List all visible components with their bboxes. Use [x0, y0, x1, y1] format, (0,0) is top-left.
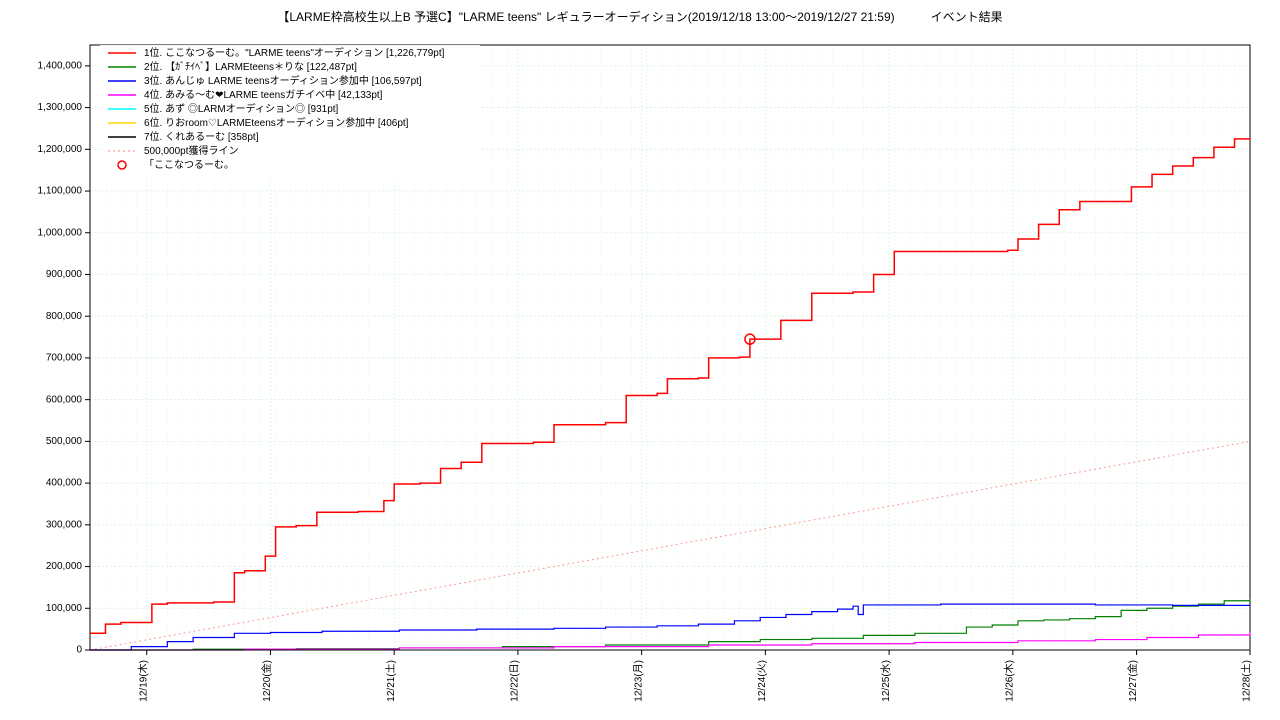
- svg-text:300,000: 300,000: [46, 519, 83, 530]
- svg-text:500,000pt獲得ライン: 500,000pt獲得ライン: [144, 144, 239, 157]
- svg-text:12/23(月): 12/23(月): [632, 660, 644, 702]
- svg-text:200,000: 200,000: [46, 561, 83, 572]
- svg-text:4位. あみる〜む❤LARME teensガチイベ中 [42: 4位. あみる〜む❤LARME teensガチイベ中 [42,133pt]: [144, 88, 383, 101]
- svg-text:1,000,000: 1,000,000: [38, 227, 83, 238]
- svg-text:12/22(日): 12/22(日): [510, 660, 521, 702]
- svg-text:1,300,000: 1,300,000: [38, 102, 83, 113]
- svg-text:12/24(火): 12/24(火): [756, 660, 768, 702]
- svg-text:12/19(木): 12/19(木): [137, 660, 149, 702]
- svg-text:「ここなつるーむ。: 「ここなつるーむ。: [144, 159, 234, 171]
- svg-text:700,000: 700,000: [46, 353, 83, 364]
- svg-text:12/27(金): 12/27(金): [1126, 660, 1139, 702]
- svg-text:0: 0: [76, 645, 82, 656]
- svg-text:1,100,000: 1,100,000: [38, 186, 83, 197]
- svg-text:1位. ここなつるーむ。"LARME teens"オーディシ: 1位. ここなつるーむ。"LARME teens"オーディション [1,226,…: [144, 46, 445, 59]
- svg-text:500,000: 500,000: [46, 436, 83, 447]
- svg-text:12/21(土): 12/21(土): [384, 660, 397, 702]
- svg-text:12/28(土): 12/28(土): [1240, 660, 1253, 702]
- svg-text:1,200,000: 1,200,000: [38, 144, 83, 155]
- svg-text:12/20(金): 12/20(金): [260, 660, 273, 702]
- svg-text:6位. りおroom♡LARMEteensオーディション参加: 6位. りおroom♡LARMEteensオーディション参加中 [406pt]: [144, 116, 409, 129]
- svg-text:800,000: 800,000: [46, 311, 83, 322]
- svg-text:5位. あず ◎LARMオーディション◎ [931pt]: 5位. あず ◎LARMオーディション◎ [931pt]: [144, 102, 339, 115]
- svg-text:400,000: 400,000: [46, 478, 83, 489]
- svg-text:600,000: 600,000: [46, 394, 83, 405]
- svg-text:7位. くれあるーむ [358pt]: 7位. くれあるーむ [358pt]: [144, 130, 259, 143]
- chart-svg: 12/19(木) 12/20(金) 12/21(土) 12/22(日) 12/23(月)…: [0, 0, 1280, 720]
- svg-text:3位. あんじゅ LARME teensオーディション参加中: 3位. あんじゅ LARME teensオーディション参加中 [106,597p…: [144, 74, 422, 87]
- svg-text:12/25(水): 12/25(水): [880, 660, 892, 702]
- svg-text:1,400,000: 1,400,000: [38, 61, 83, 72]
- svg-text:900,000: 900,000: [46, 269, 83, 280]
- svg-text:100,000: 100,000: [46, 603, 83, 614]
- svg-text:12/26(木): 12/26(木): [1003, 660, 1015, 702]
- svg-text:2位. 【ｶﾞﾁｲﾍﾞ】LARMEteens＊りな [122: 2位. 【ｶﾞﾁｲﾍﾞ】LARMEteens＊りな [122,487pt]: [144, 60, 357, 73]
